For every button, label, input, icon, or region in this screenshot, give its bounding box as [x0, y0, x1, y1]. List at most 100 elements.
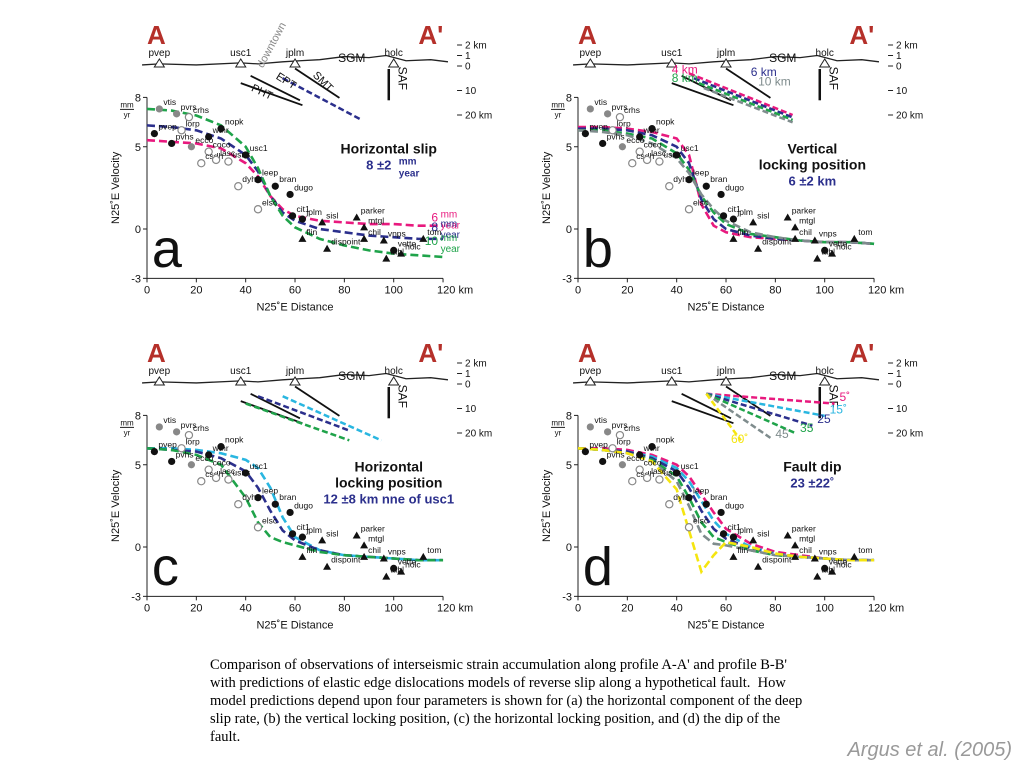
- annotation-unit: mm: [399, 156, 417, 167]
- station-marker: [153, 58, 166, 68]
- observation-label: parker: [792, 523, 816, 533]
- observation: [224, 475, 233, 484]
- observation: [850, 552, 859, 560]
- observation: [298, 234, 307, 242]
- observation: [685, 494, 693, 502]
- section-label: SAF: [396, 67, 410, 90]
- observation-label: vnps: [819, 547, 837, 557]
- observation: [821, 564, 829, 572]
- observation: [791, 541, 800, 549]
- observation-label: lasc: [651, 466, 667, 476]
- observation-label: pvrs: [181, 420, 197, 430]
- observation: [168, 139, 176, 148]
- y-unit: yr: [124, 110, 131, 119]
- observation: [813, 572, 822, 580]
- observation: [810, 554, 819, 562]
- station-label: usc1: [230, 366, 252, 377]
- annotation: Fault dip: [783, 458, 841, 474]
- observation: [604, 428, 612, 436]
- station-marker: [720, 376, 732, 386]
- observation-label: pvep: [589, 440, 608, 450]
- observation-label: dugo: [294, 500, 313, 510]
- observation-label: lasc: [220, 466, 236, 476]
- observation: [379, 554, 388, 562]
- observation: [360, 541, 369, 549]
- depth-label: 10: [465, 86, 477, 97]
- observation: [382, 572, 391, 580]
- depth-label: 20 km: [896, 111, 923, 122]
- observation-label: crhs: [624, 423, 640, 433]
- observation-label: pvhs: [607, 131, 625, 141]
- section-start: A: [578, 338, 597, 368]
- observation-label: pvhs: [176, 449, 194, 459]
- observation: [217, 443, 225, 451]
- observation-label: coco: [644, 458, 662, 468]
- x-axis-label: N25˚E Distance: [256, 619, 333, 631]
- station-marker: [289, 376, 301, 386]
- observation-label: nopk: [225, 435, 244, 445]
- annotation: 6 ±2 km: [789, 173, 837, 188]
- observation-label: holc: [405, 242, 421, 252]
- y-tick-label: -3: [131, 591, 141, 603]
- model-fault: [706, 392, 835, 405]
- observation-label: mtgl: [799, 215, 815, 225]
- observation: [184, 112, 194, 122]
- station-label: jplm: [716, 366, 735, 377]
- observation: [685, 176, 693, 184]
- observation-label: coco: [213, 458, 231, 468]
- legend-label: 8 km: [672, 71, 698, 85]
- observation: [271, 182, 279, 190]
- x-tick-label: 100: [816, 602, 834, 614]
- observation-label: dugo: [725, 182, 744, 192]
- observation-label: dispoint: [331, 555, 361, 565]
- observation: [352, 213, 361, 221]
- observation: [702, 182, 710, 190]
- observation-label: sisl: [757, 528, 769, 538]
- model-curve: [146, 107, 444, 259]
- x-tick-label: 60: [289, 284, 301, 296]
- y-tick-label: 8: [135, 92, 141, 104]
- x-tick-label: 40: [240, 284, 252, 296]
- x-tick-label: 40: [671, 602, 683, 614]
- observation: [419, 552, 428, 560]
- observation-label: tabl: [390, 247, 404, 257]
- y-tick-label: 8: [135, 410, 141, 422]
- x-tick-label: 20: [190, 284, 202, 296]
- model-fault: [705, 392, 813, 427]
- depth-label: 0: [896, 380, 902, 391]
- observation-label: crhs: [624, 105, 640, 115]
- observation: [211, 473, 221, 483]
- annotation: 12 ±8 km nne of usc1: [323, 491, 454, 506]
- observation-label: nopk: [225, 117, 244, 127]
- observation: [205, 451, 213, 459]
- station-label: pvep: [148, 48, 170, 59]
- observation: [390, 564, 398, 572]
- fault: [671, 400, 734, 425]
- observation-label: cit1: [728, 204, 742, 214]
- fault: [250, 74, 301, 102]
- observation: [397, 249, 406, 257]
- y-tick-label: -3: [131, 273, 141, 285]
- observation: [618, 461, 627, 469]
- observation: [729, 234, 738, 242]
- observation: [390, 246, 398, 254]
- x-tick-label: 80: [338, 284, 350, 296]
- observation-label: vnps: [388, 229, 406, 239]
- y-tick-label: 0: [566, 224, 572, 236]
- observation: [719, 530, 728, 538]
- section-label: SGM: [338, 369, 365, 383]
- observation: [205, 133, 213, 141]
- observation: [655, 475, 664, 484]
- observation: [828, 249, 837, 257]
- section-label: SGM: [769, 51, 796, 65]
- station-marker: [665, 58, 678, 68]
- observation-label: vette: [829, 556, 848, 566]
- x-tick-label: 40: [671, 284, 683, 296]
- model-fault: [282, 395, 382, 442]
- station-label: usc1: [661, 366, 683, 377]
- observation-label: nopk: [656, 435, 675, 445]
- model-fault: [282, 77, 363, 122]
- depth-label: 20 km: [465, 429, 492, 440]
- observation-label: vette: [398, 556, 417, 566]
- observation-label: pvrs: [612, 420, 628, 430]
